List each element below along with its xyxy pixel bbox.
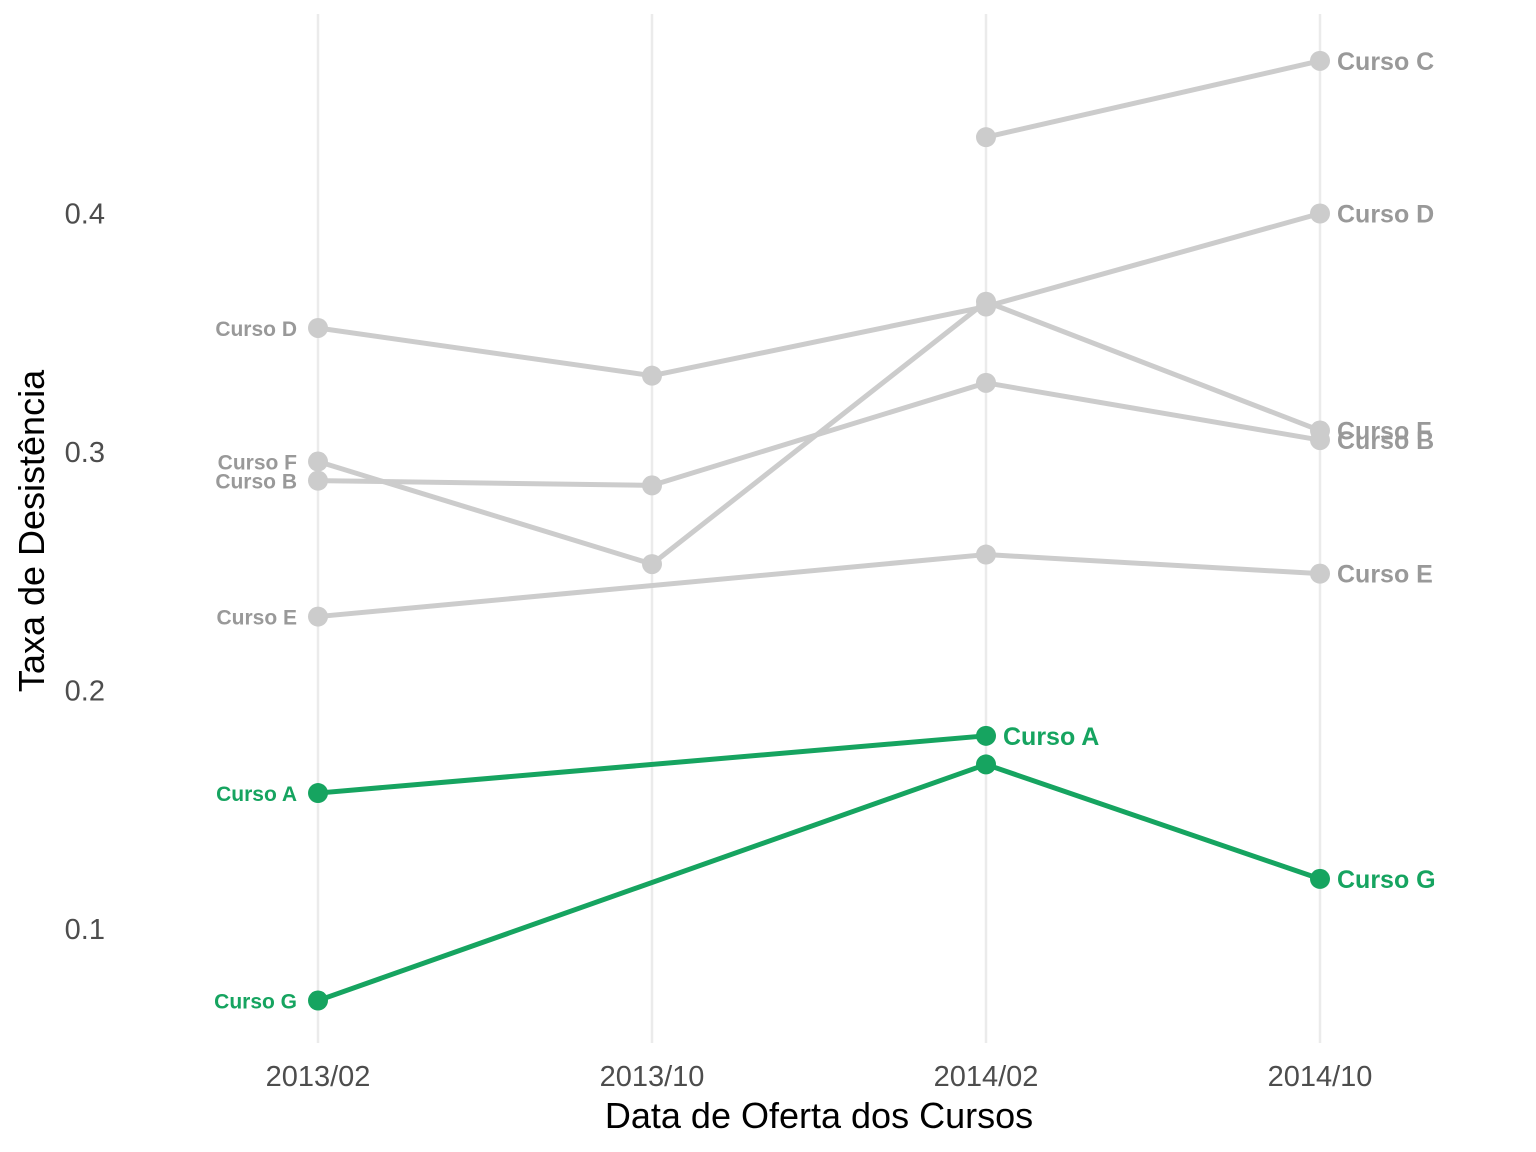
data-point-curso-b bbox=[1310, 430, 1330, 451]
y-tick-label: 0.2 bbox=[65, 676, 105, 708]
data-point-curso-e bbox=[976, 544, 996, 565]
y-axis-ticks: 0.1 0.2 0.3 0.4 bbox=[65, 199, 105, 947]
series-label-right-curso-a: Curso A bbox=[1003, 723, 1099, 751]
series-label-left-curso-b: Curso B bbox=[215, 471, 297, 494]
data-point-curso-a bbox=[976, 725, 996, 746]
x-tick-label: 2013/02 bbox=[266, 1061, 371, 1093]
data-point-curso-c bbox=[1310, 50, 1330, 71]
series-line-curso-d bbox=[317, 211, 1321, 379]
data-point-curso-g bbox=[308, 990, 328, 1011]
data-point-curso-d bbox=[642, 365, 662, 386]
series-label-right-curso-d: Curso D bbox=[1337, 201, 1434, 229]
data-point-curso-d bbox=[308, 317, 328, 338]
series-line-curso-e bbox=[317, 552, 1321, 620]
data-point-curso-f bbox=[308, 451, 328, 472]
data-point-curso-f bbox=[642, 554, 662, 575]
series-label-left-curso-g: Curso G bbox=[214, 991, 297, 1014]
data-point-curso-b bbox=[976, 372, 996, 393]
series-label-right-curso-f: Curso F bbox=[1337, 418, 1431, 446]
grid-lines bbox=[316, 14, 1322, 1043]
series-label-left-curso-d: Curso D bbox=[215, 318, 297, 341]
data-point-curso-b bbox=[642, 475, 662, 496]
series-line-curso-b bbox=[317, 380, 1321, 488]
x-tick-label: 2014/02 bbox=[934, 1061, 1039, 1093]
y-tick-label: 0.4 bbox=[65, 199, 105, 231]
data-point-curso-d bbox=[1310, 203, 1330, 224]
series-label-right-curso-c: Curso C bbox=[1337, 48, 1434, 76]
series-label-left-curso-a: Curso A bbox=[216, 783, 297, 806]
series-line-curso-g bbox=[317, 761, 1321, 1003]
data-point-curso-b bbox=[308, 470, 328, 491]
data-point-curso-e bbox=[308, 606, 328, 627]
series-line-curso-a bbox=[317, 733, 987, 796]
x-tick-label: 2013/10 bbox=[600, 1061, 705, 1093]
x-tick-label: 2014/10 bbox=[1268, 1061, 1373, 1093]
data-point-curso-a bbox=[308, 783, 328, 804]
data-point-curso-c bbox=[976, 127, 996, 148]
series-label-right-curso-g: Curso G bbox=[1337, 866, 1436, 894]
data-point-curso-f bbox=[976, 291, 996, 312]
series-label-left-curso-f: Curso F bbox=[218, 452, 298, 475]
y-tick-label: 0.3 bbox=[65, 437, 105, 469]
data-point-curso-g bbox=[976, 754, 996, 775]
series-label-right-curso-e: Curso E bbox=[1337, 561, 1433, 589]
y-tick-label: 0.1 bbox=[65, 914, 105, 946]
series-layer bbox=[308, 50, 1330, 1011]
data-point-curso-g bbox=[1310, 868, 1330, 889]
data-point-curso-e bbox=[1310, 563, 1330, 584]
y-axis-title: Taxa de Desistência bbox=[11, 369, 52, 692]
x-axis-ticks: 2013/02 2013/10 2014/02 2014/10 bbox=[266, 1061, 1373, 1093]
series-line-curso-c bbox=[985, 58, 1321, 140]
x-axis-title: Data de Oferta dos Cursos bbox=[605, 1095, 1033, 1136]
series-label-right-curso-b: Curso B bbox=[1337, 427, 1434, 455]
series-label-left-curso-e: Curso E bbox=[216, 607, 297, 630]
